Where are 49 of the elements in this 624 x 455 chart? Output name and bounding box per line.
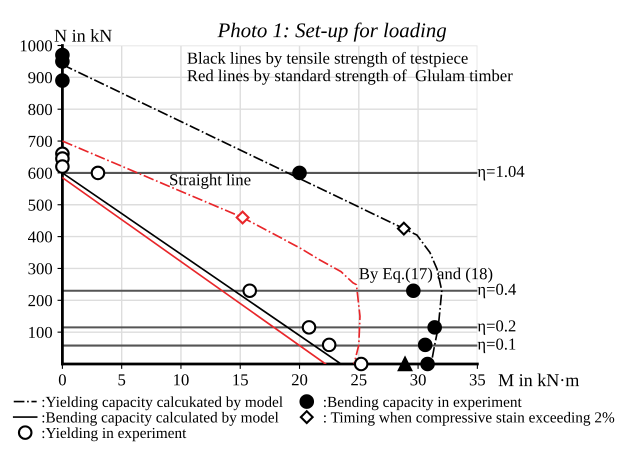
annotation: Black lines by tensile strength of testpiece — [187, 52, 468, 68]
x-tick-label: 30 — [410, 374, 426, 386]
point — [354, 356, 368, 372]
y-tick-label: 700 — [28, 136, 52, 147]
legend-label: :Bending capacity calculated by model — [42, 412, 279, 426]
point — [90, 166, 106, 180]
y-tick-label: 400 — [28, 231, 52, 243]
point — [292, 166, 307, 180]
y-tick-label: 300 — [28, 263, 52, 274]
legend-label: : Timing when compressive stain exceeding 2% — [324, 412, 614, 426]
point — [406, 283, 421, 298]
point — [420, 356, 435, 372]
point — [418, 338, 432, 352]
y-tick-label: 800 — [28, 104, 52, 116]
x-tick-label: 15 — [233, 374, 248, 386]
x-tick-label: 20 — [292, 374, 308, 386]
legend-label: :Yielding capacity calcukated by model — [42, 396, 283, 410]
annotation: Red lines by standard strength of Glulam timber — [187, 69, 513, 85]
legend-label: :Yielding in experiment — [42, 427, 186, 442]
x-tick-label: 5 — [118, 374, 126, 386]
annotation: By Eq.(17) and (18) — [359, 268, 492, 283]
x-tick-label: 10 — [174, 374, 189, 386]
annotation: η=0.4 — [478, 284, 516, 298]
annotation: η=0.2 — [478, 320, 516, 335]
point — [302, 320, 316, 335]
point — [55, 73, 70, 88]
annotation: η=0.1 — [478, 338, 516, 354]
y-tick-label: 900 — [28, 72, 52, 84]
x-tick-label: 35 — [470, 374, 486, 386]
annotation: η=1.04 — [478, 166, 524, 180]
x-tick-label: 25 — [351, 374, 366, 386]
point — [396, 222, 411, 236]
point — [242, 283, 258, 298]
point — [427, 320, 442, 335]
point — [398, 356, 412, 372]
y-tick-label: 600 — [28, 168, 52, 179]
y-axis-title: N in kN — [54, 29, 112, 42]
x-axis-title: M in kN·m — [498, 374, 580, 386]
y-tick-label: 500 — [28, 199, 52, 211]
point — [322, 338, 336, 352]
y-tick-label: 100 — [29, 326, 52, 338]
legend-label: :Bending capacity in experiment — [324, 396, 522, 410]
y-tick-label: 1000 — [20, 40, 52, 52]
y-tick-label: 200 — [28, 295, 52, 306]
annotation: Straight line — [170, 174, 250, 189]
point — [55, 159, 70, 174]
point — [236, 210, 250, 224]
chart-title: Photo 1: Set-up for loading — [217, 22, 446, 42]
x-tick-label: 0 — [58, 374, 66, 386]
